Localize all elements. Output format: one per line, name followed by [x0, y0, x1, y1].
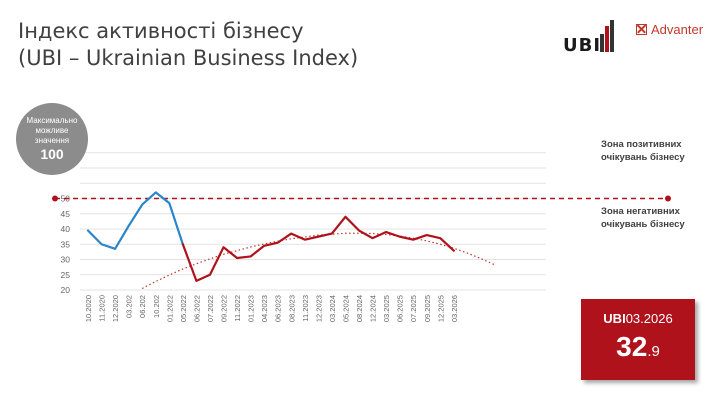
page-title: Індекс активності бізнесу (UBI – Ukraini… — [18, 18, 358, 72]
envelope-icon — [636, 24, 647, 35]
positive-zone-label: Зона позитивних очікувань бізнесу — [601, 139, 685, 163]
x-tick-label: 03.2026 — [450, 295, 459, 322]
title-line-1: Індекс активності бізнесу — [18, 19, 304, 43]
advanter-logo-text: Advanter — [651, 22, 704, 37]
x-tick-label: 06.2025 — [396, 295, 405, 322]
threshold-marker — [665, 195, 671, 202]
x-tick-label: 08.2023 — [287, 295, 296, 322]
ubi-logo-bar — [610, 20, 614, 52]
x-tick-label: 07.2022 — [206, 295, 215, 322]
badge-value-int: 32 — [616, 331, 648, 362]
x-tick-label: 12.2023 — [314, 295, 323, 322]
y-tick-label: 35 — [61, 239, 71, 249]
badge-prefix: UBI — [603, 311, 626, 326]
x-tick-label: 05.2022 — [179, 295, 188, 322]
max-value-circle: Максимально можливе значення 100 — [16, 103, 88, 175]
ubi-logo: UBI — [563, 20, 615, 56]
advanter-logo: Advanter — [636, 22, 703, 37]
series-line — [86, 191, 184, 250]
threshold-marker — [52, 195, 58, 202]
x-tick-label: 12.2025 — [436, 295, 445, 322]
current-ubi-badge: UBI03.2026 32.9 — [581, 299, 695, 380]
y-tick-label: 45 — [61, 209, 71, 219]
x-tick-label: 12.2024 — [369, 295, 378, 322]
x-tick-label: 09.2025 — [423, 295, 432, 322]
y-tick-label: 20 — [61, 285, 71, 295]
badge-header: UBI03.2026 — [581, 311, 695, 326]
badge-value-frac: .9 — [647, 343, 660, 360]
series-line — [181, 215, 455, 282]
x-tick-label: 11.2023 — [301, 295, 310, 322]
x-tick-label: 12.2020 — [111, 295, 120, 322]
title-line-2: (UBI – Ukrainian Business Index) — [18, 46, 359, 70]
x-tick-label: 06.202 — [138, 295, 147, 318]
x-tick-label: 04.2023 — [260, 295, 269, 322]
x-tick-label: 03.2025 — [382, 295, 391, 322]
ubi-logo-bar — [600, 34, 604, 52]
x-tick-label: 11.2022 — [233, 295, 242, 322]
x-tick-label: 01.2023 — [247, 295, 256, 322]
y-tick-label: 25 — [61, 270, 71, 280]
x-tick-label: 07.2025 — [409, 295, 418, 322]
x-tick-label: 03.2024 — [328, 295, 337, 322]
badge-period: 03.2026 — [625, 311, 673, 326]
x-tick-label: 09.2022 — [220, 295, 229, 322]
badge-value: 32.9 — [581, 331, 695, 363]
x-tick-label: 10.202 — [152, 295, 161, 318]
x-tick-label: 06.2023 — [274, 295, 283, 322]
x-tick-label: 03.202 — [125, 295, 134, 318]
x-tick-label: 08.2024 — [355, 295, 364, 322]
max-value-number: 100 — [40, 146, 64, 162]
ubi-logo-text: UBI — [563, 35, 602, 56]
trend-line — [141, 232, 495, 290]
x-tick-label: 01.2022 — [165, 295, 174, 322]
x-tick-label: 05.2024 — [341, 295, 350, 322]
negative-zone-label: Зона негативних очікувань бізнесу — [601, 206, 685, 230]
max-value-label: Максимально можливе значення — [26, 116, 78, 145]
x-tick-label: 11.2020 — [98, 295, 107, 322]
ubi-logo-bar — [605, 26, 609, 52]
y-tick-label: 40 — [61, 224, 71, 234]
x-tick-label: 06.2022 — [192, 295, 201, 322]
x-tick-label: 10.2020 — [84, 295, 93, 322]
y-tick-label: 30 — [61, 255, 71, 265]
